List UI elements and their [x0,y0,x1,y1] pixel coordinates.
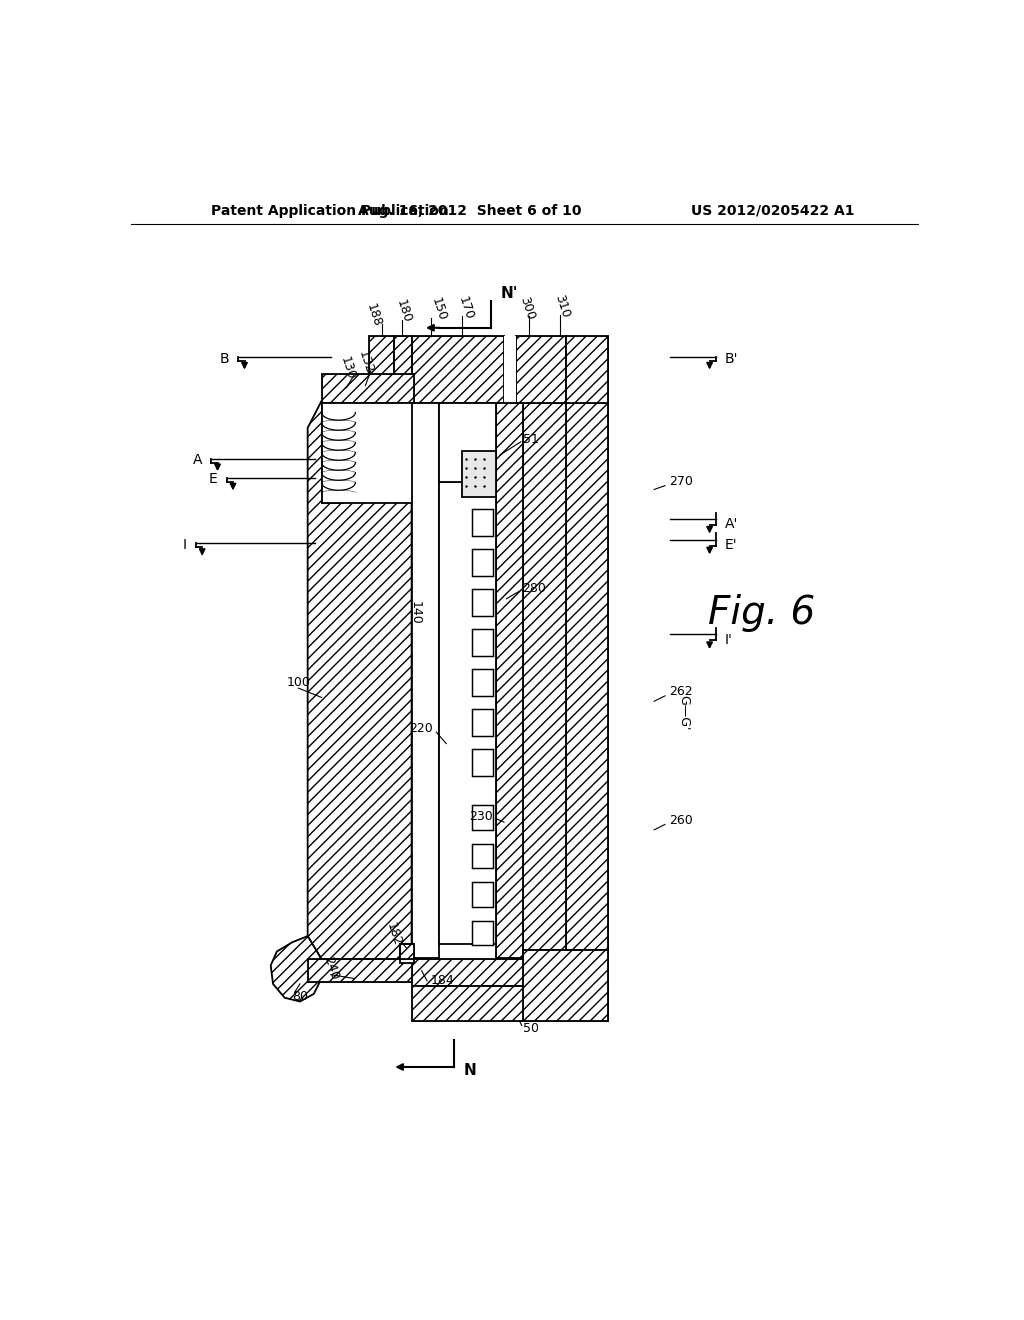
Bar [472,589,494,615]
Bar [504,335,515,404]
Text: 300: 300 [517,294,537,321]
Bar [523,404,565,950]
Bar [322,404,343,503]
Text: Fig. 6: Fig. 6 [709,594,815,632]
Bar [497,404,523,958]
Bar [400,944,414,964]
Bar [400,944,414,960]
Bar [474,923,487,942]
Bar [474,671,487,693]
Text: E': E' [725,539,737,552]
Text: N': N' [500,285,518,301]
Bar [412,960,525,986]
Bar [472,549,494,576]
Bar [412,335,504,404]
Text: 182: 182 [384,921,403,948]
Bar [472,508,494,536]
Text: E: E [209,473,217,487]
Text: 132: 132 [355,350,375,376]
Bar [370,335,394,404]
Bar [394,335,412,404]
Bar [400,944,414,960]
Text: 170: 170 [456,294,475,321]
Bar [497,404,523,958]
Bar [565,335,608,404]
Text: 150: 150 [429,296,449,322]
Bar [412,404,438,958]
Bar [515,335,565,404]
Bar [474,631,487,653]
Bar [412,335,504,404]
Bar [523,404,565,950]
Text: N: N [463,1064,476,1078]
Text: 180: 180 [394,298,414,325]
Bar [515,335,565,404]
Text: 220: 220 [409,722,432,735]
Bar [472,805,494,830]
Bar [474,552,487,573]
Text: 262: 262 [670,685,693,698]
Text: B': B' [725,351,738,366]
Bar [472,709,494,737]
Bar [462,451,497,498]
Text: 140: 140 [409,601,422,624]
Polygon shape [307,401,412,960]
Text: G—G': G—G' [677,696,690,730]
Bar [565,404,608,950]
Text: A': A' [725,517,738,531]
Text: A: A [193,453,202,467]
Bar [474,511,487,533]
Bar [307,960,412,982]
Text: I': I' [725,632,733,647]
Bar [472,843,494,869]
Bar [523,950,608,1020]
Bar [474,846,487,866]
Text: Patent Application Publication: Patent Application Publication [211,203,450,218]
Text: I: I [182,539,186,552]
Bar [472,628,494,656]
Bar [474,884,487,904]
Bar [322,374,414,404]
Text: 230: 230 [469,810,493,824]
Bar [472,748,494,776]
Text: 188: 188 [364,302,384,329]
Text: B: B [219,351,229,366]
Bar [322,374,414,404]
Bar [565,335,608,404]
Polygon shape [270,936,322,1002]
Bar [565,404,608,950]
Text: 310: 310 [552,293,571,319]
Bar [474,591,487,614]
Bar [412,986,608,1020]
Bar [472,921,494,945]
Bar [523,950,608,1020]
Text: 240: 240 [321,956,341,982]
Bar [322,404,414,503]
Bar [394,335,412,404]
Bar [474,711,487,734]
Text: 260: 260 [670,814,693,828]
Bar [474,751,487,774]
Bar [322,404,343,503]
Bar [474,808,487,828]
Bar [472,882,494,907]
Text: 51: 51 [523,433,539,446]
Text: 100: 100 [287,676,310,689]
Bar [438,482,497,944]
Text: 80: 80 [292,990,308,1003]
Bar [438,404,497,482]
Bar [412,960,525,986]
Bar [307,960,412,982]
Bar [472,669,494,696]
Text: 270: 270 [670,475,693,488]
Bar [370,335,394,404]
Text: 50: 50 [523,1022,540,1035]
Text: 130: 130 [338,355,357,381]
Text: Aug. 16, 2012  Sheet 6 of 10: Aug. 16, 2012 Sheet 6 of 10 [357,203,581,218]
Text: 280: 280 [521,582,546,594]
Bar [412,986,608,1020]
Text: US 2012/0205422 A1: US 2012/0205422 A1 [691,203,854,218]
Text: 184: 184 [431,974,455,987]
